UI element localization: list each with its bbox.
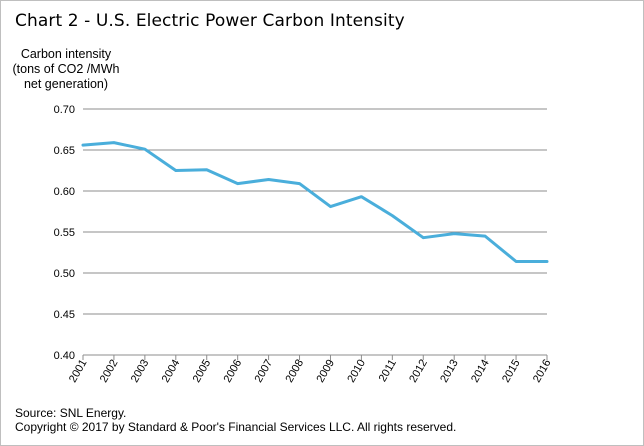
data-point: [174, 169, 177, 172]
x-tick-label: 2009: [314, 358, 337, 385]
y-tick-label: 0.45: [54, 309, 75, 321]
x-tick-label: 2014: [469, 357, 492, 384]
data-point: [360, 195, 363, 198]
y-axis-title: Carbon intensity (tons of CO2 /MWh net g…: [7, 47, 125, 92]
x-tick-label: 2012: [407, 358, 430, 385]
data-point: [514, 260, 518, 263]
copyright-line: Copyright © 2017 by Standard & Poor's Fi…: [15, 420, 457, 434]
data-point: [298, 182, 301, 185]
y-tick-label: 0.60: [54, 186, 75, 198]
data-point: [391, 214, 394, 217]
data-point: [112, 141, 116, 144]
x-tick-label: 2007: [253, 358, 276, 385]
y-axis-title-line-1: Carbon intensity: [20, 47, 112, 61]
y-tick-label: 0.65: [54, 145, 75, 157]
x-tick-label: 2004: [160, 358, 183, 385]
data-point: [329, 205, 332, 208]
gridlines: [82, 108, 548, 360]
y-axis-title-line-2: (tons of CO2 /MWh: [12, 62, 120, 76]
x-tick-label: 2011: [377, 358, 399, 384]
data-point: [267, 178, 270, 181]
y-tick-label: 0.70: [54, 104, 75, 116]
y-tick-label: 0.40: [54, 350, 75, 362]
x-tick-label: 2003: [129, 358, 152, 385]
data-point: [545, 260, 549, 263]
data-point: [422, 236, 425, 239]
data-point: [143, 147, 147, 151]
x-tick-label: 2010: [345, 358, 368, 385]
data-point: [453, 232, 456, 235]
y-tick-labels: 0.40 0.45 0.50 0.55 0.60 0.65 0.70: [54, 104, 75, 362]
x-tick-label: 2002: [98, 358, 121, 385]
x-tick-label: 2008: [283, 358, 306, 385]
x-tick-label: 2015: [500, 358, 523, 385]
series-layer: [81, 141, 549, 263]
series-line: [81, 141, 549, 263]
data-point: [236, 182, 239, 185]
data-point: [205, 168, 208, 171]
data-point: [81, 143, 85, 147]
data-point: [483, 234, 487, 238]
source-line: Source: SNL Energy.: [15, 406, 127, 420]
source-note: Source: SNL Energy. Copyright © 2017 by …: [15, 406, 456, 434]
x-tick-label: 2016: [531, 358, 554, 385]
x-tick-labels: 2001 2002 2003 2004 2005 2006 2007 2008 2009 2010…: [67, 357, 554, 384]
chart-title: Chart 2 - U.S. Electric Power Carbon Int…: [15, 11, 405, 31]
x-tick-label: 2005: [191, 358, 214, 385]
y-tick-label: 0.50: [54, 268, 75, 280]
x-tick-label: 2013: [438, 358, 461, 385]
y-tick-label: 0.55: [54, 227, 75, 239]
y-axis-title-line-3: net generation): [23, 77, 109, 91]
x-tick-label: 2006: [222, 358, 245, 385]
